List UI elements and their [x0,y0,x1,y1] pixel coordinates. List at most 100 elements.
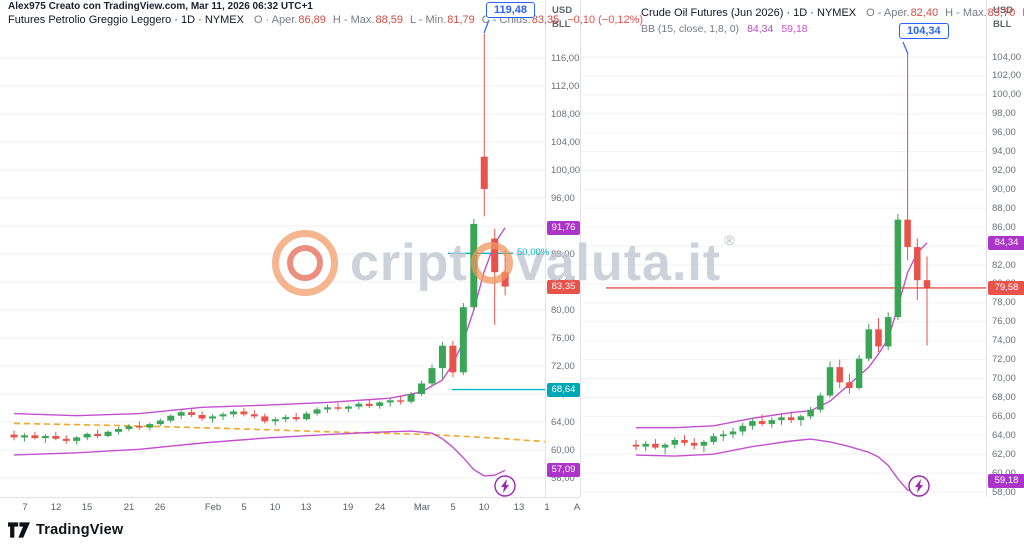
candle[interactable] [188,412,196,415]
candle[interactable] [681,440,688,443]
candle[interactable] [177,412,185,416]
candle[interactable] [292,417,300,420]
right-price-axis[interactable]: USD BLL 58,00 60,00 62,00 64,00 66,00 68,00 70,0… [986,0,1024,498]
candle[interactable] [282,417,290,420]
candle[interactable] [865,329,873,359]
bb-indicator-row[interactable]: BB (15, close, 1,8, 0) 84,34 59,18 [641,23,808,35]
left-time-axis[interactable]: 7 12 15 21 26 Feb 5 10 13 19 24 Mar 5 10 13 1 A [0,497,580,518]
candle[interactable] [418,383,426,395]
high-price-callout[interactable]: 119,48 [486,2,536,18]
candle[interactable] [642,443,649,447]
candle[interactable] [355,403,363,407]
candle[interactable] [797,416,805,421]
candle[interactable] [334,407,342,409]
candle[interactable] [261,416,269,422]
candle[interactable] [386,400,394,403]
right-chart-canvas[interactable] [581,0,987,497]
candle[interactable] [661,444,669,448]
candle[interactable] [923,280,931,288]
candle[interactable] [31,435,39,439]
candle[interactable] [690,442,698,446]
candle[interactable] [125,426,133,429]
candle[interactable] [729,431,737,435]
candle[interactable] [10,434,18,438]
candle[interactable] [229,411,237,415]
candle[interactable] [875,329,882,347]
candle[interactable] [778,417,785,421]
candle[interactable] [115,429,122,432]
candle[interactable] [894,219,902,318]
candle[interactable] [376,402,384,406]
candle[interactable] [324,407,331,410]
price-label-badge[interactable]: 59,18 [988,473,1024,488]
candle[interactable] [855,358,863,388]
candle[interactable] [700,441,708,446]
candle[interactable] [480,156,488,189]
left-chart-title[interactable]: Futures Petrolio Greggio Leggero · 1D · N… [8,14,643,26]
bb-lower-line[interactable] [635,438,928,492]
candle[interactable] [428,368,436,384]
candle[interactable] [219,414,227,417]
left-chart-canvas[interactable] [0,0,546,497]
candle[interactable] [240,411,248,415]
candle[interactable] [156,420,164,425]
bb-upper-line[interactable] [636,242,928,429]
candle[interactable] [652,443,659,448]
candle[interactable] [83,433,91,438]
lightning-bolt-icon[interactable] [494,475,516,497]
candle[interactable] [62,438,70,441]
candle[interactable] [671,440,679,445]
price-label-badge[interactable]: 84,34 [988,235,1024,250]
candle[interactable] [807,409,814,417]
price-label-badge[interactable]: 91,76 [547,220,580,235]
candle[interactable] [826,367,834,396]
right-chart-title[interactable]: Crude Oil Futures (Jun 2026) · 1D · NYMEX… [641,7,1024,19]
candle[interactable] [836,367,843,383]
price-label-badge[interactable]: 57,09 [547,463,580,478]
candle[interactable] [104,431,112,436]
candle[interactable] [739,425,746,432]
candle[interactable] [884,317,892,347]
candle[interactable] [344,406,352,409]
price-label-badge[interactable]: 79,58 [988,280,1024,295]
candle[interactable] [720,434,727,437]
candle[interactable] [146,424,154,428]
candle[interactable] [209,416,217,419]
left-price-axis[interactable]: USDBLL56,0060,0064,0068,0072,0076,0080,0… [545,0,581,497]
candle[interactable] [710,436,717,442]
candle[interactable] [41,436,49,439]
price-label-badge[interactable]: 83,35 [547,279,580,294]
candle[interactable] [438,345,446,369]
bb-lower-line[interactable] [13,430,506,477]
ma-orange-line[interactable] [13,422,545,443]
candle[interactable] [135,426,143,428]
candle[interactable] [470,223,478,308]
candle[interactable] [758,421,766,424]
candle[interactable] [768,420,776,424]
candle[interactable] [449,345,457,373]
lightning-bolt-icon[interactable] [908,475,930,497]
candle[interactable] [397,400,405,402]
candle[interactable] [20,435,28,438]
candle[interactable] [407,394,415,402]
candle[interactable] [271,419,279,422]
candle[interactable] [501,272,509,287]
candle[interactable] [167,415,175,421]
candle[interactable] [459,307,467,373]
candle[interactable] [787,417,795,421]
bb-upper-line[interactable] [13,227,506,417]
candle[interactable] [904,219,911,248]
candle[interactable] [817,395,824,410]
candle[interactable] [313,409,321,414]
candle[interactable] [632,444,640,447]
candle[interactable] [52,436,60,439]
price-label-badge[interactable]: 68,64 [547,382,580,397]
tradingview-logo[interactable]: TradingView [8,521,123,539]
candle[interactable] [73,437,81,441]
candle[interactable] [94,433,102,436]
candle[interactable] [846,382,853,388]
candle[interactable] [198,415,206,419]
candle[interactable] [914,247,921,281]
candle[interactable] [365,403,373,406]
candle[interactable] [491,238,499,273]
